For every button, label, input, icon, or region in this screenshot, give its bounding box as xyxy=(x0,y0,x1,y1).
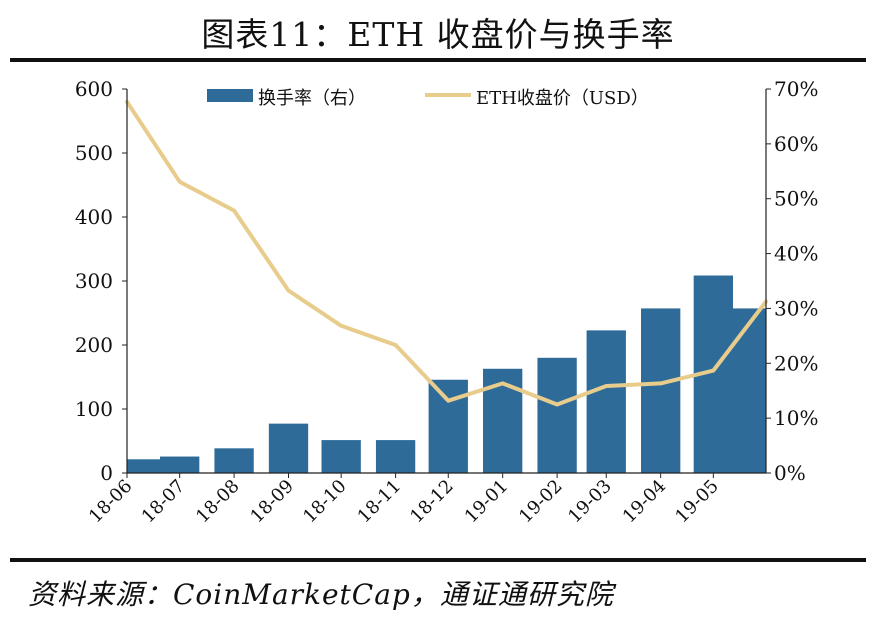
right-tick-label: 10% xyxy=(774,406,818,430)
right-tick-label: 50% xyxy=(774,187,818,211)
right-tick-label: 70% xyxy=(774,77,818,101)
chart-title: 图表11：ETH 收盘价与换手率 xyxy=(201,15,675,54)
x-tick-label: 19-05 xyxy=(671,476,723,528)
left-tick-label: 200 xyxy=(75,333,113,357)
left-tick-label: 100 xyxy=(75,397,113,421)
x-tick-label: 19-01 xyxy=(461,476,513,528)
left-tick-label: 400 xyxy=(75,205,113,229)
x-tick-label: 18-09 xyxy=(246,476,298,528)
x-tick-label: 19-04 xyxy=(619,476,671,528)
right-tick-label: 40% xyxy=(774,242,818,266)
x-tick-label: 19-03 xyxy=(564,476,616,528)
x-tick-label: 19-02 xyxy=(515,476,567,528)
turnover-bar xyxy=(428,379,468,473)
bottom-rule xyxy=(10,558,866,562)
x-tick-label: 18-07 xyxy=(138,476,190,528)
legend-bar-swatch xyxy=(207,89,253,102)
legend-turnover-label: 换手率（右） xyxy=(258,88,366,109)
turnover-bar xyxy=(375,440,416,473)
x-tick-label: 18-11 xyxy=(354,476,406,528)
turnover-bar xyxy=(641,308,681,473)
left-tick-label: 0 xyxy=(100,461,113,485)
turnover-bar xyxy=(214,448,254,473)
x-tick-label: 18-10 xyxy=(299,476,351,528)
left-tick-label: 500 xyxy=(75,141,113,165)
legend-price-label: ETH收盘价（USD） xyxy=(476,88,649,109)
right-tick-label: 30% xyxy=(774,296,818,320)
turnover-bar xyxy=(268,423,309,473)
turnover-bar xyxy=(127,459,167,473)
right-tick-label: 20% xyxy=(774,351,818,375)
right-tick-label: 0% xyxy=(774,461,806,485)
turnover-bar xyxy=(321,440,361,473)
x-tick-label: 18-08 xyxy=(192,476,244,528)
legend: 换手率（右） ETH收盘价（USD） xyxy=(207,88,649,109)
turnover-bar xyxy=(726,308,766,473)
top-rule xyxy=(10,58,866,62)
turnover-bars xyxy=(127,275,766,473)
price-line xyxy=(125,99,768,407)
turnover-bar xyxy=(586,330,626,473)
left-tick-label: 600 xyxy=(75,77,113,101)
source-note: 资料来源：CoinMarketCap，通证通研究院 xyxy=(28,578,614,611)
x-tick-label: 18-12 xyxy=(406,476,458,528)
turnover-bar xyxy=(537,357,577,473)
turnover-bar xyxy=(160,456,200,473)
left-tick-label: 300 xyxy=(75,269,113,293)
right-tick-label: 60% xyxy=(774,132,818,156)
